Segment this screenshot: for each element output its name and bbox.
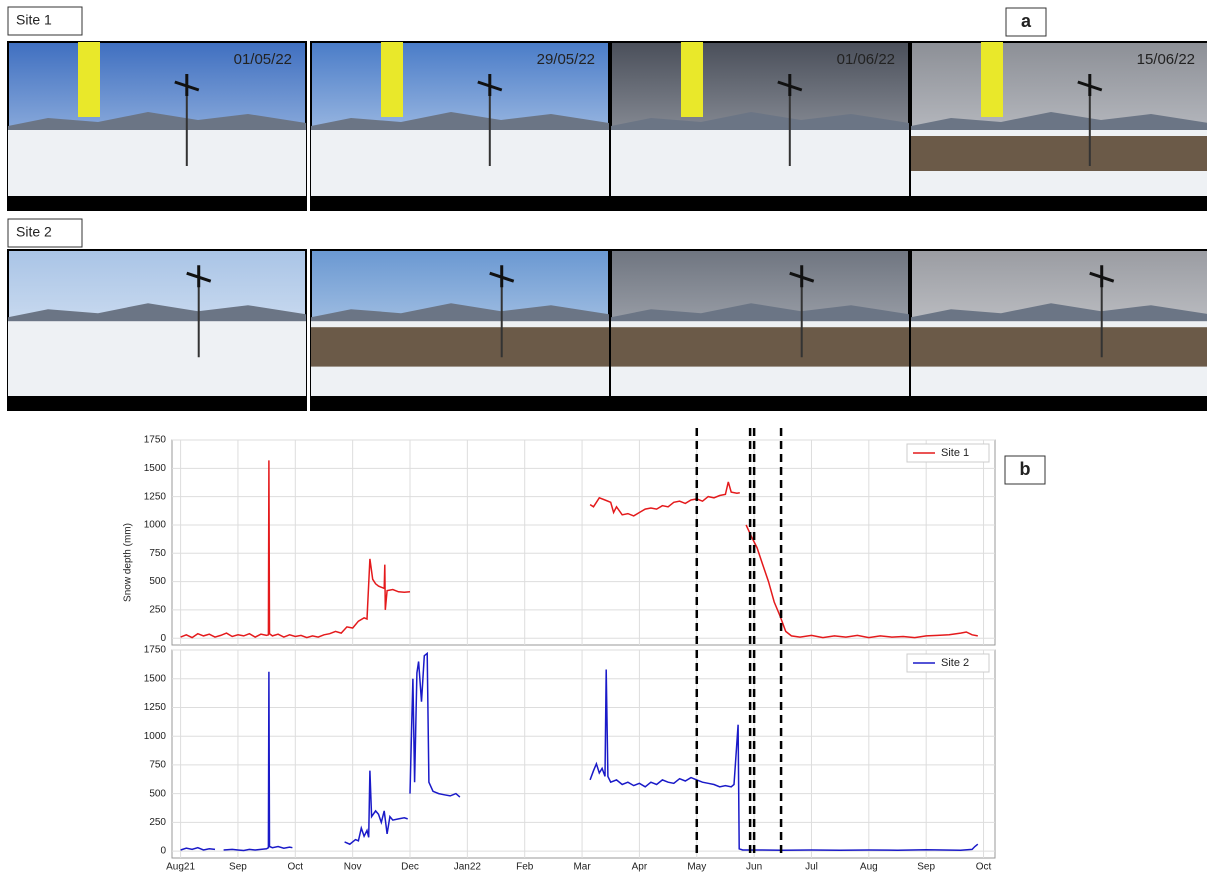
x-tick-label: Apr [632, 862, 648, 873]
photo-mountains [911, 303, 1207, 324]
y-tick-label: 1000 [144, 520, 167, 531]
x-tick-label: Jan22 [454, 862, 482, 873]
photo-date: 29/05/22 [537, 51, 595, 68]
photo-mountains [8, 112, 306, 132]
x-tick-label: Sep [229, 862, 247, 873]
label-box [7, 6, 83, 36]
legend-box [906, 653, 990, 673]
row-label: Site 2 [16, 224, 52, 240]
panel-label: a [1021, 11, 1032, 31]
photo-date: 01/06/22 [837, 51, 895, 68]
y-tick-label: 1750 [144, 435, 167, 446]
y-tick-label: 1750 [144, 645, 167, 656]
photo-mountains [911, 112, 1207, 132]
data-line [180, 651, 979, 852]
photo-date: 15/06/22 [1137, 51, 1195, 68]
photo-ground [311, 327, 609, 367]
photo-snow [8, 130, 306, 196]
y-tick-label: 1000 [144, 731, 167, 742]
photo-bar [611, 396, 909, 410]
photo-bar [911, 196, 1207, 210]
y-tick-label: 1250 [144, 491, 167, 502]
photo-ground [911, 136, 1207, 171]
x-tick-label: Sep [917, 862, 935, 873]
x-tick-label: Aug [860, 862, 878, 873]
photo-arm [381, 42, 403, 117]
y-tick-label: 0 [160, 633, 166, 644]
x-tick-label: Dec [401, 862, 419, 873]
photo-bar [911, 396, 1207, 410]
panel-box [1004, 455, 1046, 485]
y-tick-label: 750 [149, 548, 166, 559]
x-tick-label: May [687, 862, 706, 873]
photo-bar [8, 396, 306, 410]
y-tick-label: 250 [149, 605, 166, 616]
plot-area [171, 649, 996, 859]
photo-mountains [611, 303, 909, 324]
x-tick-label: Nov [344, 862, 362, 873]
legend-label: Site 2 [941, 657, 969, 669]
photo-mountains [8, 303, 306, 324]
x-tick-label: Jul [805, 862, 818, 873]
photo-mountains [311, 112, 609, 132]
photo-snow [311, 130, 609, 196]
photo-turbine [477, 74, 503, 96]
photo-date: 01/05/22 [234, 51, 292, 68]
plot-area [171, 439, 996, 646]
photo-arm [78, 42, 100, 117]
y-tick-label: 0 [160, 846, 166, 857]
panel-label: b [1020, 459, 1031, 479]
panel-box [1005, 7, 1047, 37]
photo-snow [8, 321, 306, 396]
photo-turbine [489, 265, 515, 288]
x-tick-label: Jun [746, 862, 762, 873]
photo-ground [611, 327, 909, 367]
photo-bar [311, 196, 609, 210]
y-tick-label: 500 [149, 788, 166, 799]
photo-mountains [611, 112, 909, 132]
y-tick-label: 1250 [144, 702, 167, 713]
photo-bar [611, 196, 909, 210]
photo-turbine [174, 74, 200, 96]
photo-arm [981, 42, 1003, 117]
photo-turbine [777, 74, 803, 96]
photo-turbine [1089, 265, 1115, 288]
x-tick-label: Mar [573, 862, 591, 873]
y-tick-label: 1500 [144, 673, 167, 684]
x-tick-label: Aug21 [166, 862, 195, 873]
photo-turbine [789, 265, 815, 288]
label-box [7, 218, 83, 248]
photo-bar [8, 196, 306, 210]
photo-arm [681, 42, 703, 117]
photo-snow [611, 130, 909, 196]
x-tick-label: Oct [288, 862, 304, 873]
photo-ground [911, 327, 1207, 367]
photo-turbine [186, 265, 212, 288]
y-axis-label: Snow depth (mm) [123, 523, 134, 602]
y-tick-label: 750 [149, 760, 166, 771]
y-tick-label: 500 [149, 576, 166, 587]
x-tick-label: Oct [976, 862, 992, 873]
x-tick-label: Feb [516, 862, 534, 873]
data-line [180, 460, 978, 639]
row-label: Site 1 [16, 12, 52, 28]
photo-mountains [311, 303, 609, 324]
y-tick-label: 250 [149, 817, 166, 828]
legend-box [906, 443, 990, 463]
photo-turbine [1077, 74, 1103, 96]
y-tick-label: 1500 [144, 463, 167, 474]
photo-bar [311, 396, 609, 410]
legend-label: Site 1 [941, 447, 969, 459]
